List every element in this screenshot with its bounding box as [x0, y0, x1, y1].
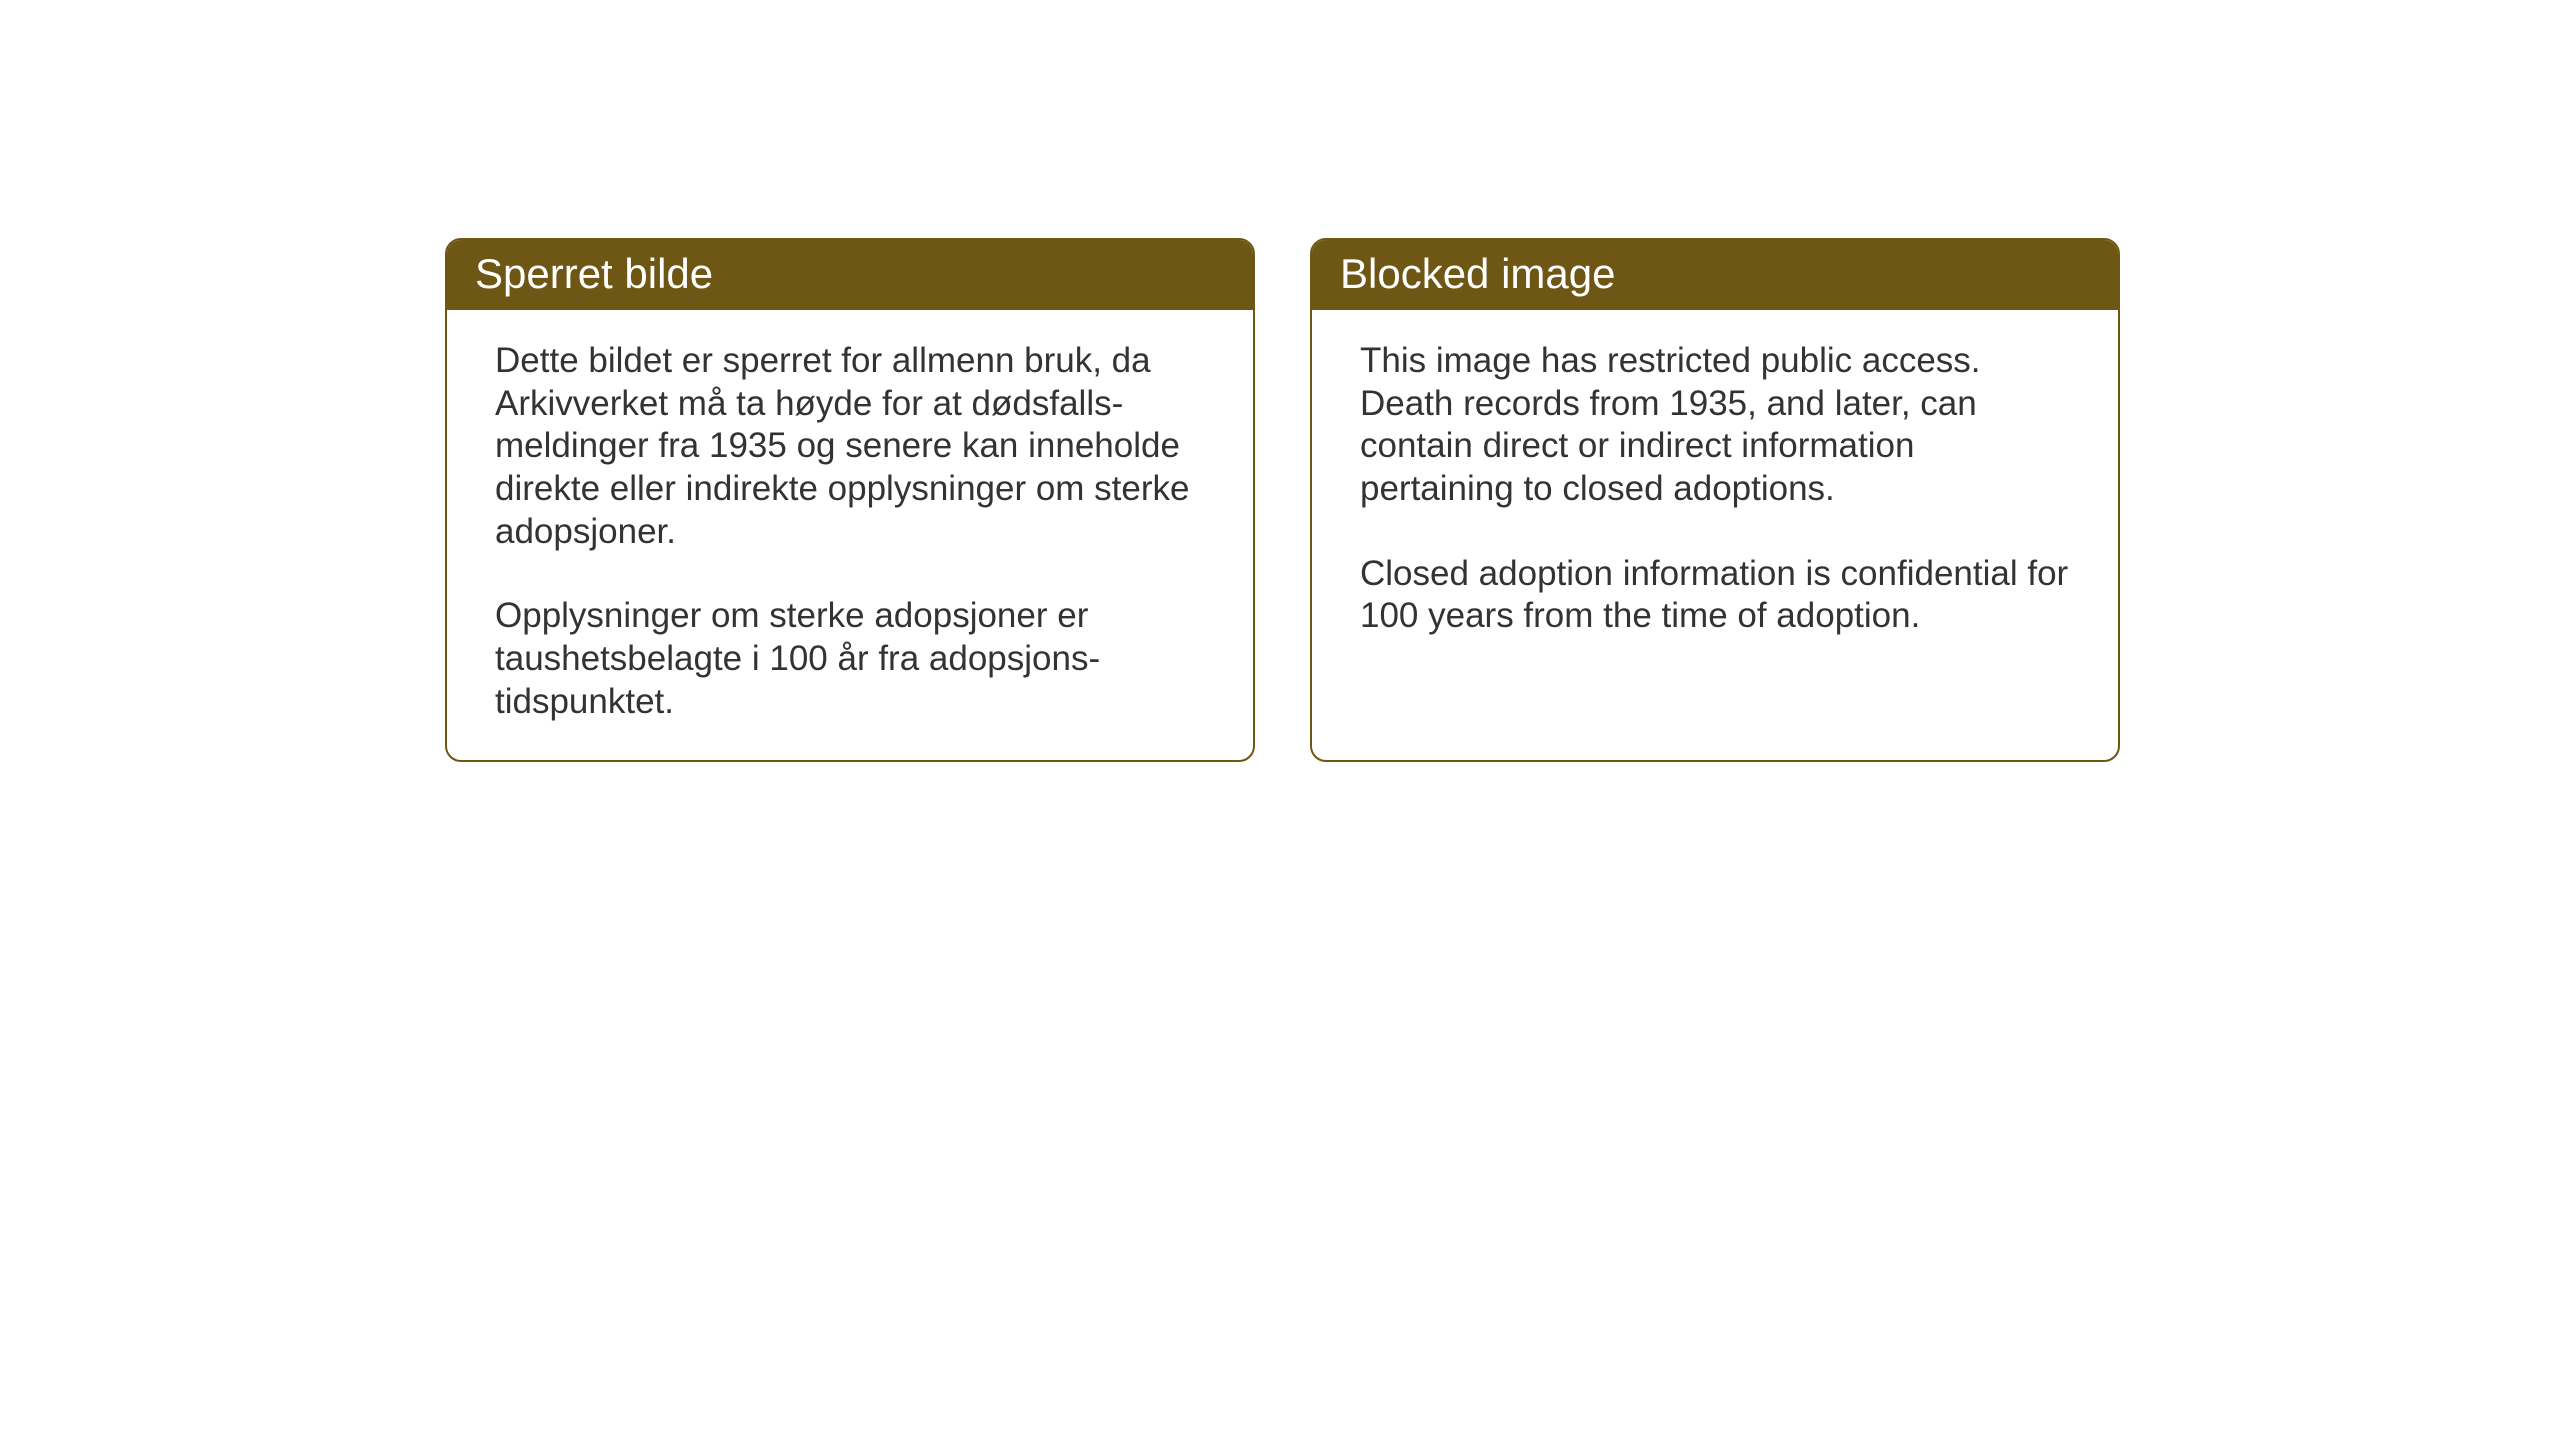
card-header-english: Blocked image [1312, 240, 2118, 310]
card-title-english: Blocked image [1340, 250, 1615, 297]
notice-card-english: Blocked image This image has restricted … [1310, 238, 2120, 762]
card-paragraph-2-norwegian: Opplysninger om sterke adopsjoner er tau… [495, 595, 1205, 723]
notice-container: Sperret bilde Dette bildet er sperret fo… [445, 238, 2120, 762]
card-title-norwegian: Sperret bilde [475, 250, 713, 297]
card-body-english: This image has restricted public access.… [1312, 310, 2118, 738]
card-paragraph-1-norwegian: Dette bildet er sperret for allmenn bruk… [495, 340, 1205, 553]
card-body-norwegian: Dette bildet er sperret for allmenn bruk… [447, 310, 1253, 760]
card-header-norwegian: Sperret bilde [447, 240, 1253, 310]
notice-card-norwegian: Sperret bilde Dette bildet er sperret fo… [445, 238, 1255, 762]
card-paragraph-2-english: Closed adoption information is confident… [1360, 553, 2070, 638]
card-paragraph-1-english: This image has restricted public access.… [1360, 340, 2070, 511]
